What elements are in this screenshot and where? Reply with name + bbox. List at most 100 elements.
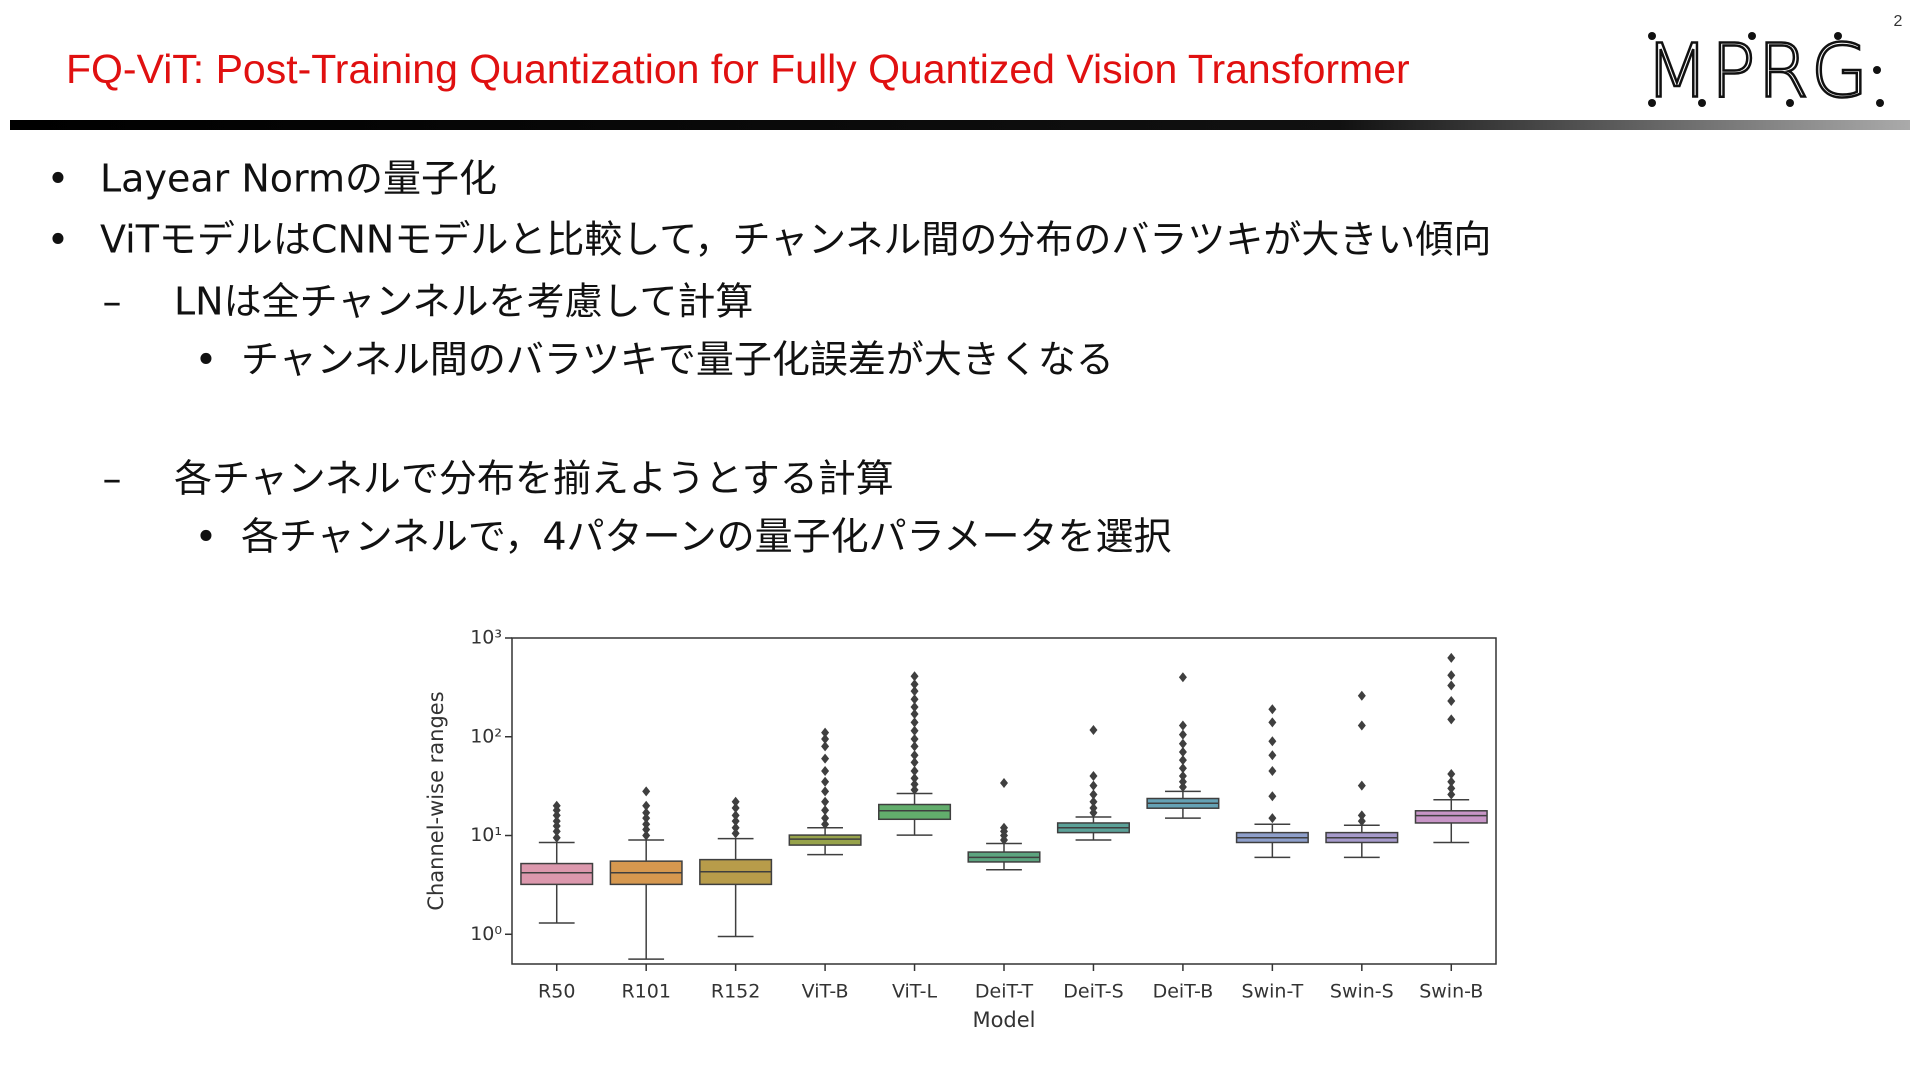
outlier [821, 819, 830, 830]
outlier [1357, 816, 1366, 827]
outlier [1447, 714, 1456, 725]
outlier [1089, 796, 1098, 807]
y-axis-label: Channel-wise ranges [424, 691, 448, 910]
outlier [1447, 652, 1456, 663]
y-tick-label: 10³ [470, 627, 502, 649]
outlier [552, 826, 561, 837]
outlier [821, 786, 830, 797]
outlier [1178, 738, 1187, 749]
outlier [821, 766, 830, 777]
plot-frame [511, 637, 1497, 965]
outlier [642, 813, 651, 824]
outlier [1000, 822, 1008, 833]
logo-dots [1648, 32, 1884, 107]
outlier [552, 816, 561, 827]
outlier [821, 805, 830, 816]
outlier [1178, 755, 1187, 766]
box [878, 803, 952, 821]
outlier [1178, 771, 1187, 782]
outlier [910, 708, 919, 719]
outlier [1268, 750, 1277, 761]
bullet-list: • Layear Normの量子化 • ViTモデルはCNNモデルと比較して，チャンネ… [47, 157, 1492, 559]
bullet-marker: • [195, 338, 217, 382]
outlier [642, 800, 651, 811]
outlier [731, 796, 740, 807]
x-tick-label: Swin-T [1242, 981, 1304, 1003]
outlier [1268, 813, 1277, 824]
outlier [1268, 766, 1277, 777]
outlier [1178, 729, 1187, 740]
page-number: 2 [1894, 13, 1903, 30]
box [788, 834, 862, 846]
outlier [552, 800, 561, 811]
x-tick-label: ViT-B [802, 981, 849, 1003]
outlier [910, 671, 919, 682]
outlier [1089, 725, 1098, 736]
outlier [1268, 736, 1277, 747]
y-tick-label: 10¹ [470, 824, 502, 846]
box [1414, 810, 1488, 824]
outlier [910, 686, 919, 697]
bullet-marker: • [47, 218, 69, 262]
outlier [642, 786, 651, 797]
outlier [910, 779, 919, 790]
outlier [731, 828, 740, 839]
bullet-text: ViTモデルはCNNモデルと比較して，チャンネル間の分布のバラツキが大きい傾向 [100, 218, 1491, 262]
outlier [1447, 789, 1456, 800]
outlier [1447, 783, 1456, 794]
outlier [731, 822, 740, 833]
bullet-text: 各チャンネルで分布を揃えようとする計算 [174, 457, 894, 501]
bullet-marker: • [195, 515, 217, 559]
outlier [731, 810, 740, 821]
outlier [552, 832, 561, 843]
outlier [821, 796, 830, 807]
outlier [1268, 717, 1277, 728]
outlier [821, 727, 830, 738]
outlier [1447, 670, 1456, 681]
y-tick-label: 10² [470, 725, 502, 747]
outlier [1089, 780, 1098, 791]
outlier [821, 776, 830, 787]
outlier [1357, 690, 1366, 701]
x-tick-label: R50 [538, 981, 575, 1003]
outlier [910, 725, 919, 736]
outlier [1178, 747, 1187, 758]
y-tick-label: 10⁰ [470, 923, 502, 945]
bullet-marker: – [103, 457, 122, 501]
outlier [1447, 768, 1456, 779]
outlier [1357, 780, 1366, 791]
x-tick-label: Swin-S [1330, 981, 1394, 1003]
logo: MPRG [1645, 29, 1870, 115]
outlier [1447, 680, 1456, 691]
outlier [821, 741, 830, 752]
outlier [910, 733, 919, 744]
outlier [1447, 696, 1456, 707]
x-tick-label: Swin-B [1419, 981, 1483, 1003]
x-tick-label: DeiT-B [1153, 981, 1214, 1003]
outlier [910, 717, 919, 728]
outlier [910, 784, 919, 795]
outlier [731, 816, 740, 827]
outlier [731, 802, 740, 813]
outlier [910, 750, 919, 761]
outlier [1089, 802, 1098, 813]
outlier [821, 813, 830, 824]
outlier [1178, 720, 1187, 731]
outlier [1178, 781, 1187, 792]
x-tick-label: R152 [711, 981, 760, 1003]
outlier [1178, 776, 1187, 787]
header-rule [10, 120, 1910, 130]
bullet-marker: – [103, 280, 122, 324]
outlier [1089, 771, 1098, 782]
x-tick-label: R101 [621, 981, 670, 1003]
x-tick-label: DeiT-T [975, 981, 1034, 1003]
outlier [1268, 704, 1277, 715]
outlier [1178, 763, 1187, 774]
outlier [642, 807, 651, 818]
outlier [910, 702, 919, 713]
box [520, 862, 594, 886]
outlier [1089, 789, 1098, 800]
bullet-marker: • [47, 157, 69, 201]
outlier [552, 810, 561, 821]
